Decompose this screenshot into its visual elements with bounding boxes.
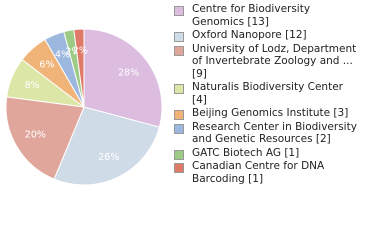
slice-label: 26%	[98, 152, 119, 163]
legend-item: GATC Biotech AG [1]	[174, 147, 360, 160]
legend-label: Beijing Genomics Institute [3]	[192, 107, 349, 119]
legend-swatch	[174, 123, 184, 134]
legend-swatch	[174, 84, 184, 94]
slice-label: 8%	[25, 80, 40, 91]
slice-label: 6%	[39, 59, 54, 70]
legend-swatch	[174, 163, 184, 173]
pie-slice	[53, 106, 160, 186]
legend-item: Research Center in Biodiversity and Gene…	[174, 121, 360, 146]
slice-label: 2%	[73, 45, 88, 56]
legend-label: GATC Biotech AG [1]	[192, 146, 300, 159]
legend-item: Oxford Nanopore [12]	[174, 29, 360, 42]
legend-label: Naturalis Biodiversity Center [4]	[192, 81, 343, 106]
legend-label: Research Center in Biodiversity and Gene…	[192, 120, 357, 146]
legend-label: Canadian Centre for DNA Barcoding [1]	[192, 160, 325, 185]
legend-item: Beijing Genomics Institute [3]	[174, 107, 360, 120]
slice-label: 20%	[25, 130, 46, 141]
pie-slice	[73, 28, 85, 108]
pie-slice	[5, 96, 85, 180]
legend-item: University of Lodz, Department of Invert…	[174, 43, 360, 81]
slice-label: 4%	[55, 50, 70, 61]
legend-label: Centre for Biodiversity Genomics [13]	[192, 3, 311, 28]
legend-item: Naturalis Biodiversity Center [4]	[174, 81, 360, 106]
legend-swatch	[174, 45, 184, 56]
legend-label: University of Lodz, Department of Invert…	[192, 42, 357, 80]
legend-swatch	[174, 110, 184, 120]
legend-item: Canadian Centre for DNA Barcoding [1]	[174, 160, 360, 185]
legend-label: Oxford Nanopore [12]	[192, 29, 307, 41]
legend-swatch	[174, 32, 184, 42]
legend-swatch	[174, 6, 184, 16]
legend-item: Centre for Biodiversity Genomics [13]	[174, 3, 360, 28]
slice-label: 28%	[118, 67, 139, 78]
slice-label: 2%	[66, 46, 81, 57]
pie-chart: 28% 26% 20% 8% 6%4%2%2%	[5, 28, 163, 186]
legend-swatch	[174, 149, 184, 160]
pie-slice	[83, 28, 163, 128]
legend: Centre for Biodiversity Genomics [13] Oxf…	[174, 3, 360, 186]
